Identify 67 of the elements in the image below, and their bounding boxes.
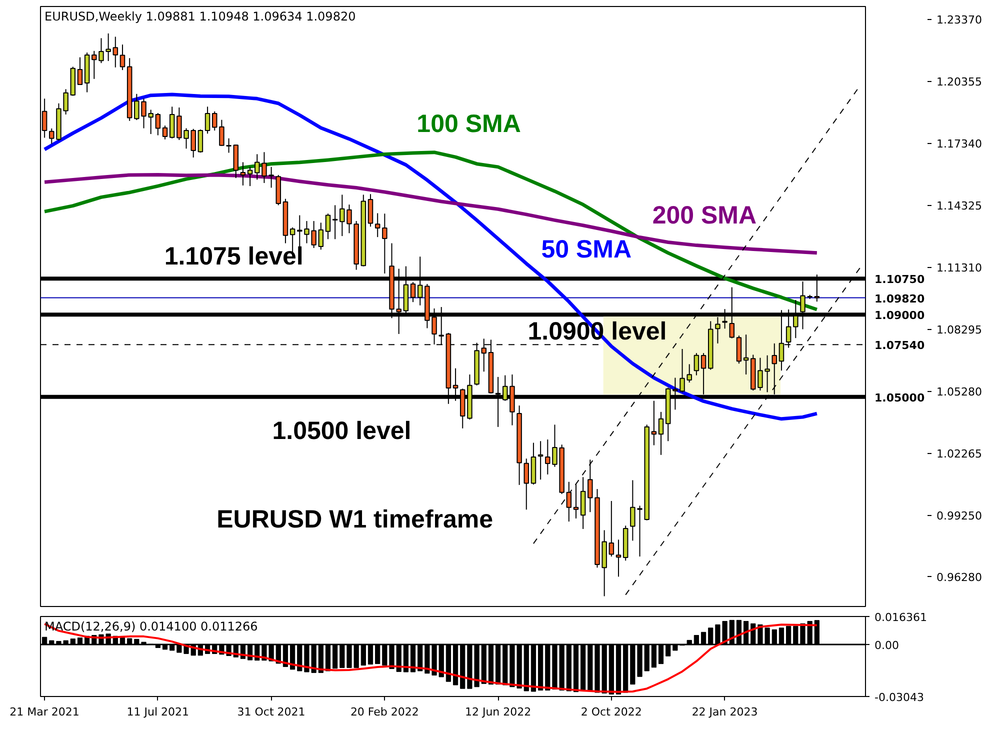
series-label: 100 SMA: [416, 110, 521, 138]
candlestick: [616, 539, 622, 578]
candlestick: [212, 110, 218, 132]
candlestick: [368, 194, 374, 228]
candlestick: [77, 56, 83, 86]
x-tick-label: 21 Mar 2021: [10, 706, 80, 718]
candlestick: [580, 476, 586, 530]
candlestick: [694, 352, 700, 376]
series-label: 50 SMA: [541, 236, 632, 264]
candlestick: [658, 411, 664, 456]
ref-line-label: 1.09820: [874, 292, 925, 306]
candlestick: [219, 119, 224, 146]
annotation: EURUSD W1 timeframe: [216, 506, 494, 534]
y-tick-label: 0.016361: [874, 611, 927, 624]
y-tick-label: 0.96280: [936, 570, 982, 584]
candlestick: [155, 112, 161, 136]
candlestick: [573, 484, 579, 519]
candlestick: [588, 459, 593, 513]
candlestick: [566, 481, 572, 522]
ref-line-label: 1.09000: [874, 309, 925, 322]
candlestick: [204, 106, 210, 134]
y-tick-label: 1.05280: [936, 386, 982, 399]
candlestick: [608, 500, 614, 558]
candlestick: [169, 106, 175, 139]
candlestick: [120, 44, 126, 71]
chart-title: EURUSD,Weekly 1.09881 1.10948 1.09634 1.09820: [44, 10, 356, 24]
line-series: [42, 92, 819, 421]
candlestick: [240, 162, 246, 186]
y-tick-label: 1.23370: [936, 14, 982, 27]
y-tick-label: 1.02265: [936, 448, 982, 461]
y-tick-label: 0.99250: [936, 510, 982, 523]
y-tick-label: 1.20355: [936, 76, 982, 89]
annotation: 1.0500 level: [272, 416, 412, 445]
y-tick-label: 1.08295: [936, 324, 982, 337]
ref-line-label: 1.05000: [874, 391, 925, 404]
x-tick-label: 12 Jun 2022: [464, 706, 532, 718]
candlestick: [325, 213, 331, 240]
x-tick-label: 2 Oct 2022: [580, 706, 642, 718]
candlestick: [651, 400, 657, 446]
y-tick-label: 0.00: [874, 638, 899, 652]
candlestick: [247, 166, 253, 187]
candlestick: [162, 125, 168, 140]
candlestick: [524, 458, 530, 510]
candlestick: [374, 212, 380, 238]
x-tick-label: 11 Jul 2021: [126, 706, 190, 718]
line-series: [42, 150, 819, 312]
x-tick-label: 31 Oct 2021: [237, 706, 306, 718]
candlestick: [743, 334, 749, 375]
candlestick: [332, 204, 338, 240]
candlestick: [382, 213, 388, 274]
y-tick-label: -0.03043: [874, 691, 924, 704]
candlestick: [538, 440, 544, 480]
candlestick: [106, 32, 111, 62]
x-tick-label: 22 Jan 2023: [692, 706, 758, 718]
y-tick-label: 1.17340: [936, 138, 982, 151]
y-tick-label: 1.11310: [936, 262, 982, 275]
annotation: 1.1075 level: [164, 242, 304, 271]
ref-line-label: 1.07540: [874, 339, 925, 352]
candlestick: [112, 36, 118, 68]
candlestick: [198, 129, 204, 154]
candlestick: [318, 222, 324, 250]
x-tick-label: 20 Feb 2022: [350, 706, 419, 718]
candlestick: [736, 335, 742, 364]
series-label: 200 SMA: [652, 201, 757, 230]
line-series: [44, 622, 818, 693]
y-tick-label: 1.14325: [936, 200, 982, 213]
ref-line-label: 1.10750: [874, 273, 925, 286]
